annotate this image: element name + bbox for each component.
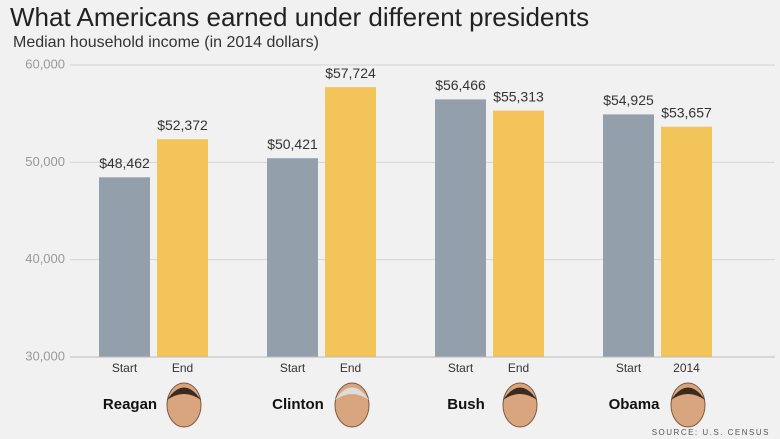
bar [493,110,544,357]
bar [99,177,150,357]
president-name: Bush [447,396,485,413]
bar [603,114,654,357]
chart-subtitle: Median household income (in 2014 dollars… [13,34,319,51]
y-tick-label: 50,000 [25,154,65,169]
value-label: $55,313 [493,88,544,104]
bar [267,158,318,357]
bar-label: End [340,361,361,375]
value-label: $53,657 [661,104,712,120]
bar-label: Start [616,361,642,375]
face-hair [335,387,369,400]
president-name: Reagan [103,396,157,413]
value-label: $57,724 [325,65,376,81]
bar [661,126,712,358]
bar [157,139,208,357]
value-label: $48,462 [99,155,150,171]
y-tick-label: 60,000 [25,56,65,71]
face-hair [671,387,705,400]
value-label: $50,421 [267,136,318,152]
bar [325,87,376,357]
y-tick-label: 40,000 [25,251,65,266]
bar [435,99,486,358]
bar-label: Start [280,361,306,375]
bar-label: Start [448,361,474,375]
y-tick-label: 30,000 [25,348,65,363]
bar-label: Start [112,361,138,375]
face-hair [167,387,201,400]
president-name: Obama [609,396,661,413]
value-label: $54,925 [603,92,654,108]
bar-label: End [508,361,529,375]
bar-label: 2014 [673,361,700,375]
source: SOURCE: U.S. CENSUS [652,428,770,437]
value-label: $56,466 [435,77,486,93]
president-name: Clinton [272,396,324,413]
face-hair [503,387,537,400]
value-label: $52,372 [157,117,208,133]
chart-title: What Americans earned under different pr… [10,2,589,32]
bar-label: End [172,361,193,375]
